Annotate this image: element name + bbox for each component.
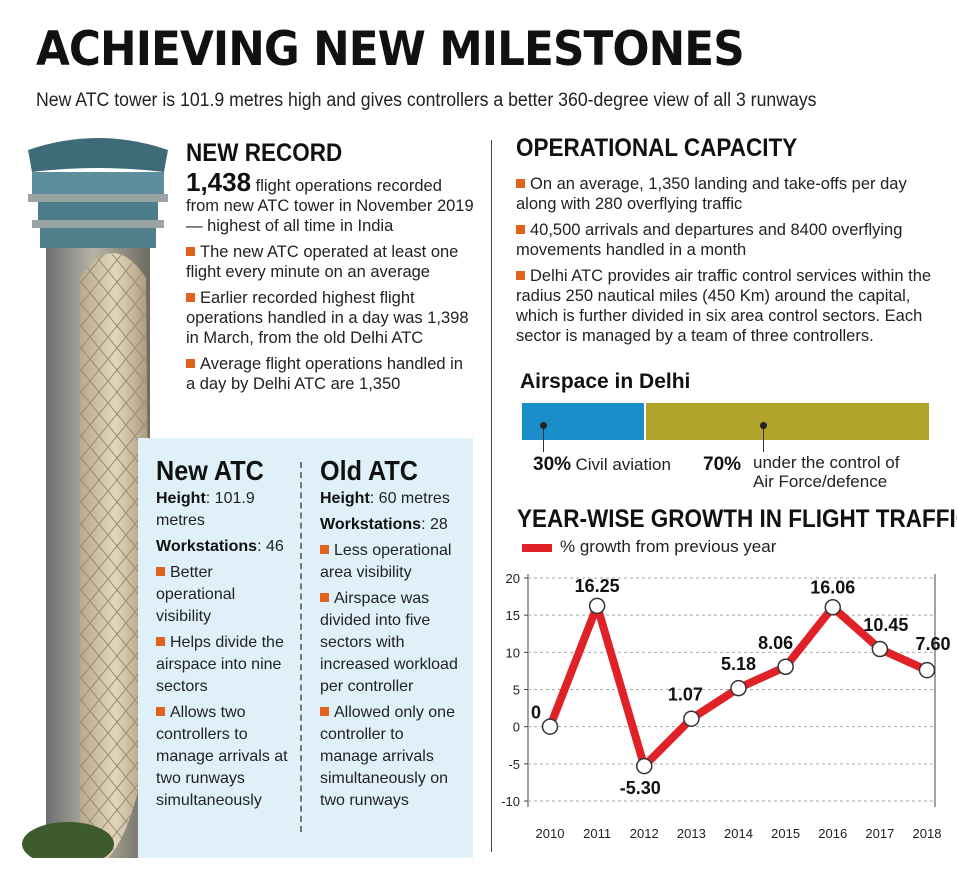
new-atc-column: New ATC Height: 101.9 metres Workstation… bbox=[156, 455, 291, 816]
new-atc-bullet: Better operational visibility bbox=[156, 564, 236, 625]
data-label: 10.45 bbox=[863, 615, 908, 635]
record-bullet: Earlier recorded highest flight operatio… bbox=[186, 289, 469, 347]
column-divider bbox=[300, 462, 302, 832]
legend-swatch bbox=[522, 544, 552, 552]
new-record-block: 1,438 flight operations recorded from ne… bbox=[186, 169, 476, 400]
airspace-airforce-bar bbox=[646, 403, 929, 440]
x-tick-label: 2011 bbox=[583, 826, 611, 841]
bullet-icon bbox=[516, 225, 525, 234]
y-tick-label: 15 bbox=[506, 608, 520, 623]
data-label: 0 bbox=[531, 703, 541, 723]
capacity-bullet: 40,500 arrivals and departures and 8400 … bbox=[516, 221, 903, 259]
data-label: 1.07 bbox=[668, 685, 703, 705]
y-tick-label: 0 bbox=[513, 720, 520, 735]
data-point bbox=[918, 661, 936, 679]
x-tick-label: 2015 bbox=[771, 826, 800, 841]
x-tick-label: 2016 bbox=[818, 826, 847, 841]
airspace-title: Airspace in Delhi bbox=[520, 370, 691, 393]
data-label: -5.30 bbox=[620, 778, 661, 798]
y-tick-label: -5 bbox=[508, 757, 520, 772]
data-point bbox=[871, 640, 889, 658]
data-label: 5.18 bbox=[721, 654, 756, 674]
bullet-icon bbox=[516, 271, 525, 280]
atc-tower-illustration bbox=[22, 138, 168, 858]
new-record-heading: NEW RECORD bbox=[186, 139, 343, 167]
data-label: 16.25 bbox=[575, 576, 620, 596]
record-bullet: Average flight operations handled in a d… bbox=[186, 355, 463, 393]
x-tick-label: 2014 bbox=[724, 826, 753, 841]
x-tick-label: 2017 bbox=[865, 826, 894, 841]
old-atc-bullet: Allowed only one controller to manage ar… bbox=[320, 704, 455, 809]
bullet-icon bbox=[186, 359, 195, 368]
old-atc-column: Old ATC Height: 60 metres Workstations: … bbox=[320, 455, 465, 816]
old-atc-workstations: Workstations: 28 bbox=[320, 516, 448, 533]
new-atc-height: Height: 101.9 metres bbox=[156, 490, 255, 529]
data-point bbox=[636, 757, 653, 775]
new-atc-workstations: Workstations: 46 bbox=[156, 538, 284, 555]
af-percent: 70% bbox=[703, 454, 742, 475]
operational-capacity-heading: OPERATIONAL CAPACITY bbox=[516, 134, 798, 162]
bullet-icon bbox=[516, 179, 525, 188]
data-point bbox=[730, 679, 747, 697]
bullet-icon bbox=[320, 707, 329, 716]
record-bullet: The new ATC operated at least one flight… bbox=[186, 243, 459, 281]
bullet-icon bbox=[156, 707, 165, 716]
chart-title: YEAR-WISE GROWTH IN FLIGHT TRAFFIC bbox=[517, 505, 957, 533]
y-tick-label: -10 bbox=[501, 794, 520, 809]
bullet-icon bbox=[156, 567, 165, 576]
data-point bbox=[824, 599, 841, 616]
x-tick-label: 2012 bbox=[630, 826, 659, 841]
airforce-pointer bbox=[759, 422, 767, 452]
x-tick-label: 2018 bbox=[913, 826, 942, 841]
section-divider bbox=[491, 140, 492, 852]
af-label: under the control of Air Force/defence bbox=[753, 453, 900, 491]
civil-label: Civil aviation bbox=[575, 455, 671, 474]
y-tick-label: 10 bbox=[506, 645, 520, 660]
new-record-lead: 1,438 flight operations recorded from ne… bbox=[186, 169, 476, 236]
data-point bbox=[777, 658, 794, 676]
x-tick-label: 2013 bbox=[677, 826, 706, 841]
data-label: 16.06 bbox=[810, 577, 855, 597]
y-tick-label: 20 bbox=[506, 571, 520, 586]
bullet-icon bbox=[186, 293, 195, 302]
old-atc-bullet: Airspace was divided into five sectors w… bbox=[320, 590, 458, 695]
data-label: 8.06 bbox=[758, 633, 793, 653]
old-atc-bullet: Less operational area visibility bbox=[320, 542, 452, 581]
data-label: 7.60 bbox=[915, 634, 950, 654]
old-atc-heading: Old ATC bbox=[320, 455, 418, 486]
new-atc-heading: New ATC bbox=[156, 455, 264, 486]
new-atc-bullet: Allows two controllers to manage arrival… bbox=[156, 704, 288, 809]
data-point bbox=[683, 710, 700, 727]
atc-comparison-panel bbox=[138, 438, 473, 858]
record-lead-text: flight operations recorded from new ATC … bbox=[186, 177, 474, 235]
operational-capacity-block: On an average, 1,350 landing and take-of… bbox=[516, 174, 936, 352]
bullet-icon bbox=[320, 593, 329, 602]
legend-label: % growth from previous year bbox=[560, 537, 777, 556]
page-subtitle: New ATC tower is 101.9 metres high and g… bbox=[36, 90, 817, 111]
bullet-icon bbox=[156, 637, 165, 646]
y-tick-label: 5 bbox=[513, 683, 520, 698]
capacity-bullet: On an average, 1,350 landing and take-of… bbox=[516, 175, 907, 213]
airspace-civil-bar bbox=[522, 403, 645, 440]
civil-legend: 30% Civil aviation bbox=[533, 454, 671, 476]
civil-percent: 30% bbox=[533, 454, 572, 475]
bullet-icon bbox=[320, 545, 329, 554]
record-number: 1,438 bbox=[186, 167, 252, 197]
civil-pointer bbox=[539, 422, 547, 452]
data-point bbox=[541, 718, 559, 735]
x-tick-label: 2010 bbox=[536, 826, 565, 841]
new-atc-bullet: Helps divide the airspace into nine sect… bbox=[156, 634, 284, 695]
page-title: ACHIEVING NEW MILESTONES bbox=[36, 22, 745, 77]
old-atc-height: Height: 60 metres bbox=[320, 490, 450, 507]
capacity-bullet: Delhi ATC provides air traffic control s… bbox=[516, 267, 932, 345]
data-point bbox=[588, 597, 606, 615]
bullet-icon bbox=[186, 247, 195, 256]
